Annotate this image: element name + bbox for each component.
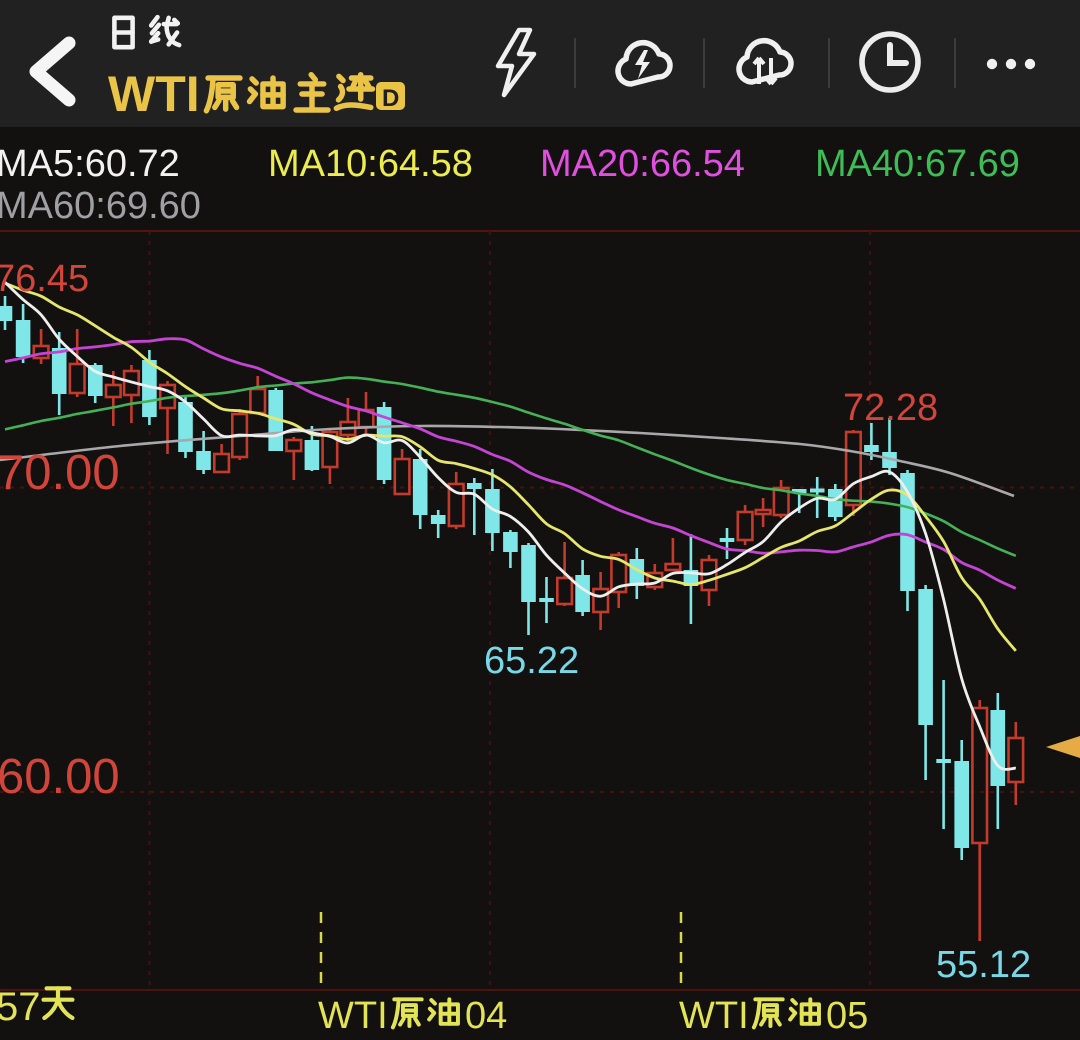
svg-text:65.22: 65.22: [484, 640, 579, 682]
svg-text:70.00: 70.00: [0, 446, 120, 500]
svg-text:D: D: [382, 85, 399, 112]
svg-text:WTI: WTI: [318, 995, 388, 1037]
svg-text:05: 05: [826, 995, 868, 1037]
svg-text:57: 57: [0, 985, 41, 1029]
svg-text:WTI: WTI: [108, 66, 200, 122]
svg-text:MA5:60.72: MA5:60.72: [0, 143, 180, 185]
svg-text:60.00: 60.00: [0, 750, 120, 804]
svg-text:55.12: 55.12: [936, 944, 1031, 986]
svg-text:MA60:69.60: MA60:69.60: [0, 185, 201, 227]
svg-text:MA20:66.54: MA20:66.54: [540, 143, 745, 185]
svg-text:WTI: WTI: [679, 995, 749, 1037]
svg-text:04: 04: [465, 995, 507, 1037]
svg-text:76.45: 76.45: [0, 258, 89, 300]
svg-text:72.28: 72.28: [843, 387, 938, 429]
svg-text:MA40:67.69: MA40:67.69: [815, 143, 1020, 185]
svg-text:MA10:64.58: MA10:64.58: [268, 143, 473, 185]
